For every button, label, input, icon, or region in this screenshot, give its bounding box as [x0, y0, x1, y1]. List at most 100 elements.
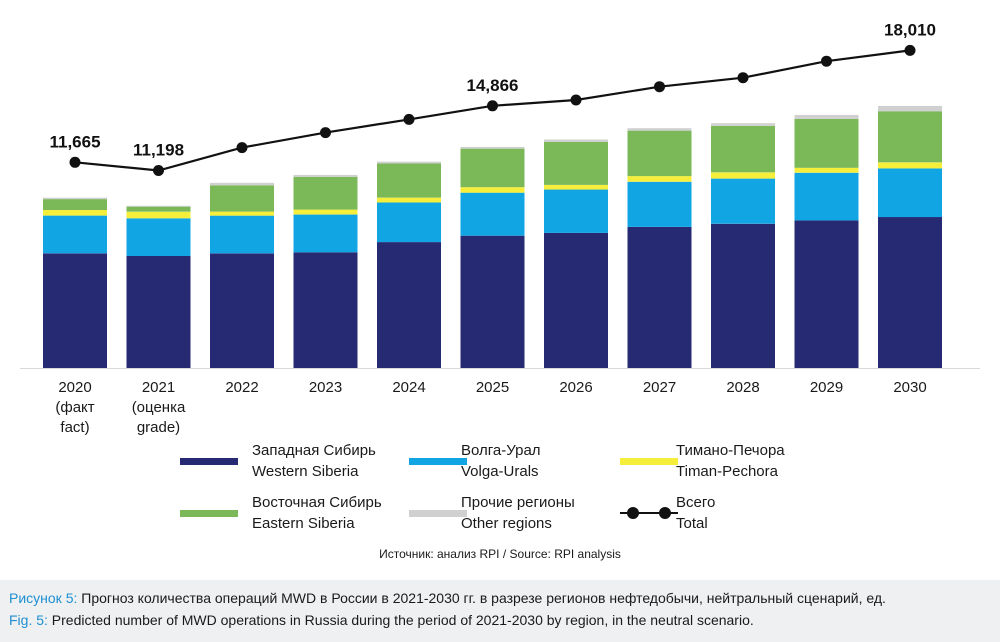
bar-segment-4-2028 — [711, 123, 775, 126]
bar-segment-0-2022 — [210, 253, 274, 368]
bar-segment-1-2025 — [460, 192, 525, 236]
bar-segment-2-2028 — [711, 172, 775, 179]
total-point-2022 — [236, 142, 248, 154]
bar-segment-1-2021 — [126, 218, 191, 256]
bar-segment-0-2024 — [377, 242, 441, 368]
bar-segment-4-2021 — [126, 205, 191, 207]
total-label-2021: 11,198 — [133, 141, 184, 160]
bar-segment-4-2030 — [878, 106, 942, 112]
total-point-2028 — [737, 72, 749, 84]
x-tick-label-2027: 2027 — [642, 379, 677, 396]
bar-segment-3-2021 — [126, 206, 191, 212]
x-tick-label-2020: 2020 (факт fact) — [55, 379, 95, 436]
bar-segment-2-2020 — [43, 210, 107, 216]
x-tick-label-2026: 2026 — [559, 379, 593, 396]
x-tick-label-2024: 2024 — [392, 379, 426, 396]
legend-swatch-western-siberia — [180, 458, 238, 465]
bar-segment-0-2030 — [878, 217, 942, 368]
total-point-2026 — [570, 94, 582, 106]
legend-swatch-eastern-siberia — [180, 510, 238, 517]
legend-swatch-timan-pechora — [620, 458, 678, 465]
total-point-2025 — [487, 100, 498, 112]
bar-segment-3-2027 — [627, 130, 692, 177]
bar-segment-3-2022 — [210, 185, 274, 212]
bar-segment-0-2029 — [794, 220, 859, 368]
legend-dot-icon — [627, 507, 639, 519]
bar-segment-4-2022 — [210, 182, 274, 186]
bar-segment-4-2023 — [293, 174, 358, 177]
caption-en: Fig. 5: Predicted number of MWD operatio… — [9, 611, 754, 629]
bar-segment-0-2026 — [544, 232, 608, 368]
legend: Западная Сибирь Western Siberia Волга-Ура… — [0, 440, 1000, 540]
bar-segment-2-2025 — [460, 187, 525, 193]
bar-segment-4-2025 — [460, 146, 525, 149]
total-point-2030 — [904, 44, 916, 56]
caption-en-tag: Fig. 5: — [9, 612, 48, 628]
total-label-2030: 18,010 — [884, 20, 936, 39]
bar-segment-2-2023 — [293, 209, 358, 215]
bar-segment-2-2022 — [210, 211, 274, 216]
caption-en-text: Predicted number of MWD operations in Ru… — [47, 612, 754, 628]
total-point-2024 — [403, 113, 415, 125]
total-point-2023 — [320, 127, 331, 139]
bar-segment-3-2029 — [794, 119, 859, 168]
legend-label-en: Volga-Urals — [461, 463, 539, 480]
bar-segment-1-2023 — [293, 214, 358, 253]
total-point-2029 — [821, 55, 832, 67]
legend-label-en: Other regions — [461, 515, 552, 532]
bar-segment-2-2026 — [544, 185, 608, 190]
total-label-2020: 11,665 — [49, 132, 100, 151]
x-tick-label-2021: 2021 (оценка grade) — [131, 379, 186, 436]
bar-segment-2-2029 — [794, 167, 859, 173]
caption-ru-tag: Рисунок 5: — [9, 590, 78, 606]
x-tick-label-2028: 2028 — [726, 379, 760, 396]
bar-segment-4-2027 — [627, 128, 692, 131]
legend-swatch-other-regions — [409, 510, 467, 517]
bar-segment-0-2020 — [43, 253, 107, 368]
x-tick-label-2023: 2023 — [308, 379, 343, 396]
bar-segment-2-2027 — [627, 176, 692, 182]
bar-segment-3-2028 — [711, 125, 775, 173]
x-tick-label-2022: 2022 — [225, 379, 259, 396]
legend-label-ru: Прочие регионы — [461, 494, 575, 511]
bar-segment-0-2027 — [627, 226, 692, 368]
bar-segment-3-2026 — [544, 141, 608, 185]
legend-swatch-volga-urals — [409, 458, 467, 465]
total-point-2021 — [153, 165, 164, 176]
total-point-2027 — [654, 81, 665, 93]
bar-segment-3-2030 — [878, 111, 942, 163]
x-tick-label-2025: 2025 — [475, 379, 510, 396]
total-point-2020 — [69, 156, 81, 168]
bar-segment-3-2024 — [377, 163, 441, 198]
legend-label-en: Timan-Pechora — [676, 463, 778, 480]
legend-label-en: Eastern Siberia — [252, 515, 355, 532]
bar-segment-4-2024 — [377, 161, 441, 164]
bar-segment-2-2030 — [878, 162, 942, 169]
bar-segment-2-2021 — [126, 211, 191, 219]
bar-segment-0-2025 — [460, 235, 525, 368]
bar-segment-2-2024 — [377, 197, 441, 203]
legend-line-total — [620, 512, 678, 514]
bar-segment-0-2028 — [711, 223, 775, 368]
legend-label-ru: Волга-Урал — [461, 442, 541, 459]
legend-label-en: Total — [676, 515, 708, 532]
bar-segment-4-2026 — [544, 139, 608, 142]
bar-segment-1-2022 — [210, 215, 274, 254]
caption-ru-text: Прогноз количества операций MWD в России… — [77, 590, 886, 606]
total-label-2025: 14,866 — [467, 76, 519, 95]
legend-label-ru: Западная Сибирь — [252, 442, 376, 459]
bar-segment-1-2029 — [794, 172, 859, 221]
caption-ru: Рисунок 5: Прогноз количества операций M… — [9, 589, 886, 607]
bar-segment-0-2021 — [126, 256, 191, 368]
legend-dot-icon — [659, 507, 671, 519]
x-tick-label-2029: 2029 — [809, 379, 844, 396]
stacked-bar-chart: 11,665 11,198 14,866 18,010 — [20, 20, 980, 369]
legend-label-ru: Всего — [676, 494, 716, 511]
bar-segment-3-2023 — [293, 176, 358, 210]
bar-segment-4-2029 — [794, 114, 859, 119]
bar-segment-1-2027 — [627, 181, 692, 227]
legend-label-ru: Восточная Сибирь — [252, 494, 382, 511]
bar-segment-1-2024 — [377, 202, 441, 243]
bar-segment-1-2026 — [544, 189, 608, 233]
bar-segment-1-2030 — [878, 168, 942, 218]
